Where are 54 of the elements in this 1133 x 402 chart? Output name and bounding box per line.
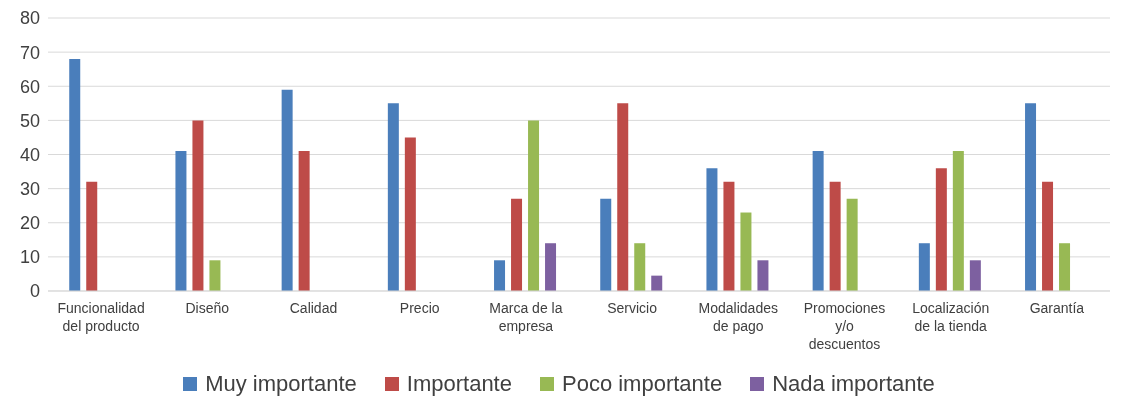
bar — [494, 260, 506, 291]
bar — [634, 243, 646, 291]
bar — [404, 137, 416, 291]
bar — [1025, 103, 1037, 291]
bar — [511, 198, 523, 291]
bar — [1042, 181, 1054, 291]
bar — [298, 151, 310, 291]
bar — [1059, 243, 1071, 291]
y-tick-label: 60 — [19, 76, 40, 97]
y-tick-label: 30 — [19, 179, 40, 200]
bar — [528, 120, 540, 291]
bar — [918, 243, 930, 291]
bar — [175, 151, 187, 291]
y-tick-label: 40 — [19, 144, 40, 165]
x-tick-label: Precio — [399, 300, 440, 316]
bar — [86, 181, 98, 291]
x-tick-label: Localización de la tienda — [912, 300, 990, 334]
bar — [706, 168, 718, 291]
bar — [740, 212, 752, 291]
bar — [387, 103, 399, 291]
bar — [829, 181, 841, 291]
legend-label: Poco importante — [561, 371, 723, 397]
bar — [723, 181, 735, 291]
legend-label: Nada importante — [772, 371, 935, 397]
x-tick-label: Garantía — [1029, 300, 1085, 316]
legend-label: Muy importante — [205, 371, 357, 397]
bar — [952, 151, 964, 291]
bar — [192, 120, 204, 291]
x-tick-label: Diseño — [185, 300, 230, 316]
bar — [600, 198, 612, 291]
x-tick-label: Marca de la empresa — [489, 300, 563, 334]
bar — [651, 275, 663, 291]
x-tick-label: Promociones y/o descuentos — [803, 300, 886, 352]
bar — [846, 198, 858, 291]
bar — [545, 243, 557, 291]
bar — [209, 260, 221, 291]
x-tick-label: Calidad — [289, 300, 338, 316]
bar — [69, 58, 81, 291]
bar — [757, 260, 769, 291]
x-tick-label: Modalidades de pago — [698, 300, 778, 334]
bar — [969, 260, 981, 291]
bar — [281, 89, 293, 291]
y-tick-label: 20 — [19, 213, 40, 234]
y-tick-label: 10 — [19, 247, 40, 268]
y-tick-label: 50 — [19, 110, 40, 131]
y-tick-label: 0 — [29, 281, 40, 302]
x-tick-label: Servicio — [607, 300, 658, 316]
legend-label: Importante — [406, 371, 512, 397]
bar — [617, 103, 629, 291]
x-tick-label: Funcionalidad del producto — [57, 300, 145, 334]
bar — [812, 151, 824, 291]
y-tick-label: 80 — [19, 8, 40, 29]
y-tick-label: 70 — [19, 42, 40, 63]
bar — [935, 168, 947, 291]
